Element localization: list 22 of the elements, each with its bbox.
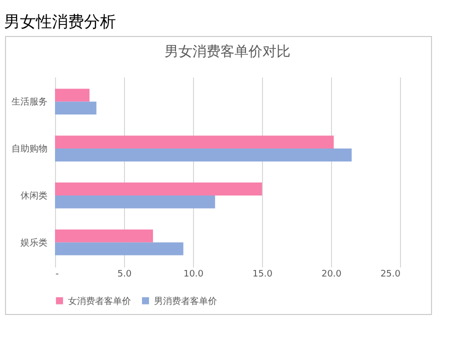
bar (55, 88, 90, 102)
x-tick-label: 20.0 (321, 270, 342, 280)
y-tick-label: 娱乐类 (20, 237, 48, 248)
x-tick-label: 10.0 (183, 270, 204, 280)
bar (55, 182, 262, 196)
x-tick-label: 25.0 (380, 270, 401, 280)
x-tick-label: - (56, 270, 59, 280)
y-tick-label: 休闲类 (20, 190, 48, 202)
bar (55, 242, 184, 256)
bar (55, 102, 96, 115)
y-tick-label: 生活服务 (12, 96, 48, 108)
chart-subtitle: 男女消费客单价对比 (164, 44, 290, 60)
x-tick-label: 5.0 (117, 270, 132, 280)
chart-title: 男女性消费分析 (3, 11, 117, 32)
legend-label: 男消费者客单价 (154, 296, 217, 307)
y-tick-label: 自助购物 (12, 144, 48, 155)
bar (55, 148, 352, 162)
bar (55, 195, 216, 208)
legend-label: 女消费者客单价 (68, 296, 131, 307)
bar (55, 229, 153, 242)
bar (55, 136, 334, 149)
x-tick-label: 15.0 (252, 270, 273, 280)
